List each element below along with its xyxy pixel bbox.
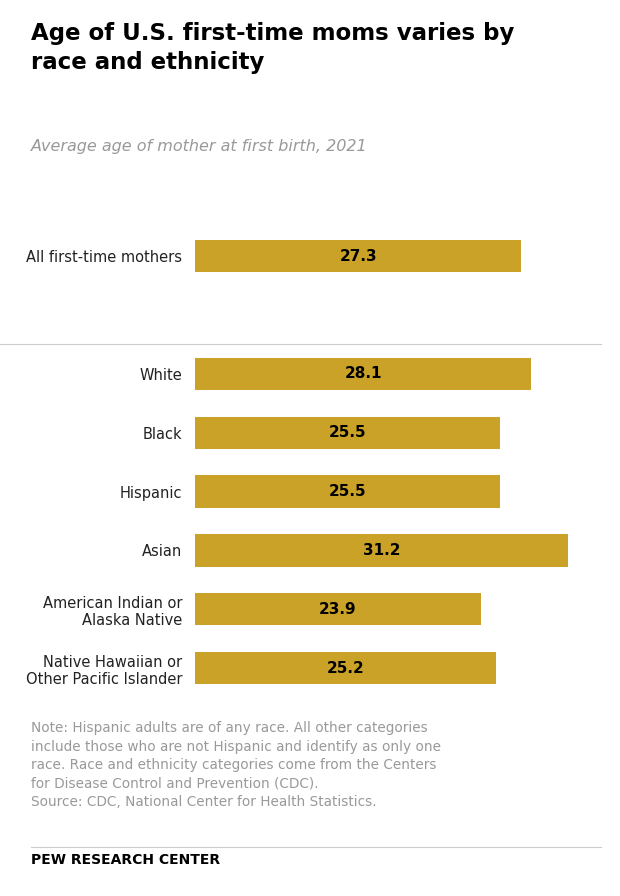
Bar (195, 476, 500, 508)
Text: 23.9: 23.9 (319, 602, 357, 616)
Bar (195, 417, 500, 449)
Bar (195, 358, 531, 390)
Bar (195, 593, 480, 625)
Bar (195, 240, 521, 272)
Text: PEW RESEARCH CENTER: PEW RESEARCH CENTER (31, 853, 220, 867)
Text: 25.5: 25.5 (329, 484, 366, 499)
Text: Age of U.S. first-time moms varies by
race and ethnicity: Age of U.S. first-time moms varies by ra… (31, 22, 515, 73)
Text: Average age of mother at first birth, 2021: Average age of mother at first birth, 20… (31, 139, 368, 154)
Text: 25.2: 25.2 (327, 660, 365, 676)
Text: Note: Hispanic adults are of any race. All other categories
include those who ar: Note: Hispanic adults are of any race. A… (31, 721, 441, 809)
Text: 31.2: 31.2 (363, 543, 401, 558)
Bar (195, 534, 568, 566)
Text: 28.1: 28.1 (344, 366, 382, 382)
Text: 27.3: 27.3 (340, 249, 377, 263)
Text: 25.5: 25.5 (329, 426, 366, 440)
Bar (195, 652, 496, 685)
